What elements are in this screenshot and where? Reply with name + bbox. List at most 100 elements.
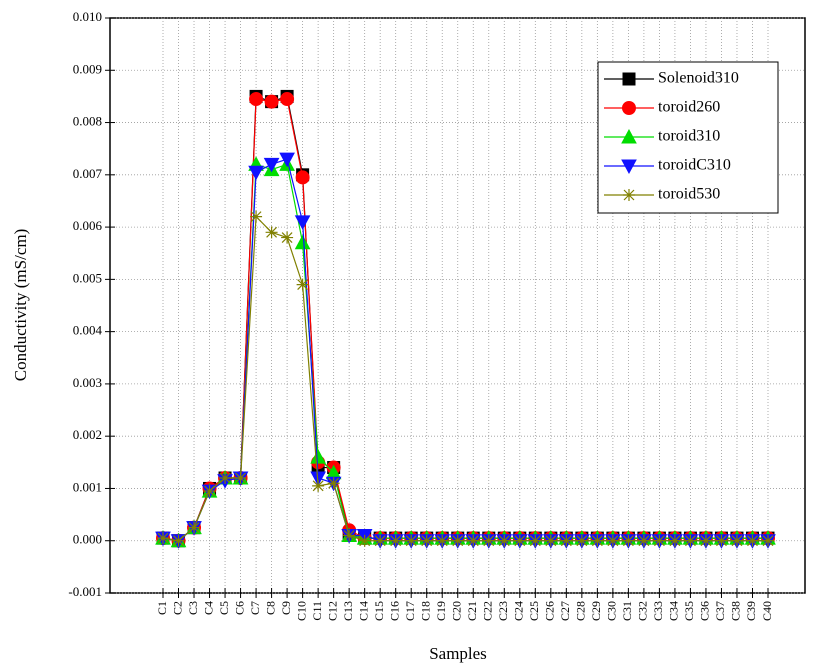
marker <box>172 534 185 547</box>
x-tick-label: C38 <box>729 601 743 621</box>
x-tick-label: C8 <box>263 601 277 615</box>
x-tick-label: C18 <box>418 601 432 621</box>
marker <box>513 534 526 547</box>
series-line <box>162 215 768 542</box>
marker <box>762 534 774 547</box>
y-tick-label: 0.004 <box>73 323 103 338</box>
marker <box>219 472 232 484</box>
x-tick-label: C10 <box>294 601 308 621</box>
marker <box>281 231 294 244</box>
marker <box>310 449 326 464</box>
marker <box>295 170 310 185</box>
marker <box>730 534 743 547</box>
x-tick-label: C19 <box>434 601 448 621</box>
marker <box>157 532 169 545</box>
x-tick-label: C31 <box>620 601 634 621</box>
x-tick-label: C5 <box>217 601 231 615</box>
marker <box>575 534 588 547</box>
x-tick-label: C25 <box>527 601 541 621</box>
marker <box>436 534 449 547</box>
x-tick-label: C3 <box>186 601 200 615</box>
marker <box>746 534 759 547</box>
marker <box>312 479 325 492</box>
x-tick-label: C17 <box>403 601 417 621</box>
x-tick-label: C28 <box>574 601 588 621</box>
x-tick-label: C1 <box>155 601 169 615</box>
marker <box>622 534 635 547</box>
marker <box>637 534 650 547</box>
x-tick-label: C35 <box>682 601 696 621</box>
marker <box>623 189 635 201</box>
x-axis-label: Samples <box>429 644 487 663</box>
y-tick-label: 0.002 <box>73 427 102 442</box>
x-tick-label: C15 <box>372 601 386 621</box>
x-tick-label: C32 <box>636 601 650 621</box>
marker <box>684 534 697 547</box>
x-tick-label: C34 <box>667 601 681 621</box>
marker <box>498 534 511 547</box>
marker <box>606 534 619 547</box>
marker <box>264 94 279 109</box>
marker <box>294 215 311 230</box>
x-tick-label: C40 <box>760 601 774 621</box>
marker <box>482 534 495 547</box>
x-tick-label: C26 <box>543 601 557 621</box>
marker <box>234 472 247 484</box>
y-tick-label: 0.007 <box>73 166 103 181</box>
x-tick-label: C12 <box>325 601 339 621</box>
x-tick-label: C30 <box>605 601 619 621</box>
marker <box>327 477 340 490</box>
marker <box>248 165 264 181</box>
y-tick-label: -0.001 <box>68 584 102 599</box>
y-axis-label: Conductivity (mS/cm) <box>11 229 30 382</box>
marker <box>622 101 636 115</box>
marker <box>263 157 280 173</box>
marker <box>358 534 371 547</box>
marker <box>389 534 402 547</box>
y-tick-label: 0.003 <box>73 375 102 390</box>
x-tick-label: C23 <box>496 601 510 621</box>
x-tick-label: C24 <box>512 601 526 621</box>
marker <box>203 485 216 498</box>
x-tick-label: C33 <box>651 601 665 621</box>
marker <box>343 529 356 542</box>
marker <box>653 534 666 547</box>
legend-label: toroid530 <box>658 186 720 203</box>
marker <box>560 534 573 547</box>
x-tick-label: C29 <box>589 601 603 621</box>
marker <box>622 72 636 86</box>
x-tick-label: C7 <box>248 601 262 615</box>
marker <box>279 152 295 168</box>
y-tick-label: 0.000 <box>73 532 102 547</box>
y-tick-label: 0.001 <box>73 479 102 494</box>
marker <box>467 534 480 547</box>
y-tick-label: 0.010 <box>73 9 102 24</box>
x-tick-label: C36 <box>698 601 712 621</box>
marker <box>621 159 637 175</box>
x-tick-label: C20 <box>449 601 463 621</box>
marker <box>405 534 418 547</box>
marker <box>374 534 387 547</box>
x-tick-label: C6 <box>232 601 246 615</box>
x-tick-label: C22 <box>481 601 495 621</box>
y-tick-label: 0.006 <box>73 218 103 233</box>
marker <box>544 534 557 547</box>
marker <box>296 278 309 291</box>
x-tick-label: C37 <box>713 601 727 621</box>
x-tick-label: C27 <box>558 601 572 621</box>
x-tick-label: C14 <box>356 601 370 621</box>
x-tick-label: C4 <box>201 601 215 615</box>
x-tick-label: C16 <box>387 601 401 621</box>
marker <box>591 534 604 547</box>
marker <box>420 534 433 547</box>
marker <box>265 226 278 239</box>
y-tick-label: 0.009 <box>73 61 102 76</box>
legend: Solenoid310 toroid260 toroid310 toroidC310 t… <box>597 61 779 214</box>
y-tick-label: 0.008 <box>73 114 102 129</box>
x-tick-label: C2 <box>170 601 184 615</box>
marker <box>529 534 542 547</box>
marker <box>250 210 263 223</box>
legend-label: toroid310 <box>658 128 720 145</box>
